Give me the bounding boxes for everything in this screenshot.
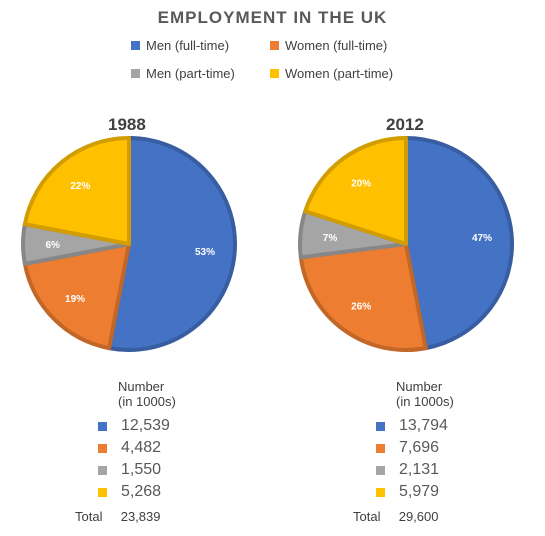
pie-slice-women-full-time (298, 242, 428, 352)
legend-label: Men (full-time) (146, 38, 230, 53)
row-value: 4,482 (121, 439, 162, 456)
total-value: 29,600 (398, 509, 439, 524)
pie-slice-women-part-time (22, 136, 131, 246)
legend-swatch-women-part-time (270, 69, 279, 78)
table-header-line2: (in 1000s) (396, 394, 454, 409)
table-row: 13,794 (376, 417, 448, 435)
table-row: 5,268 (98, 483, 161, 501)
number-table-1988: Number (in 1000s) (118, 379, 176, 409)
row-value: 1,550 (121, 461, 162, 478)
data-label-women-part-time: 22% (70, 181, 90, 192)
legend-item-women-part-time: Women (part-time) (270, 66, 393, 81)
table-row: 12,539 (98, 417, 170, 435)
legend-label: Women (full-time) (285, 38, 388, 53)
number-table-2012: Number (in 1000s) (396, 379, 454, 409)
row-swatch-men-part-time (376, 465, 385, 475)
data-label-women-full-time: 26% (351, 302, 371, 313)
table-row: 5,979 (376, 483, 439, 501)
data-label-women-full-time: 19% (65, 294, 85, 305)
table-row: 7,696 (376, 439, 439, 457)
row-value: 5,979 (399, 483, 440, 500)
total-label: Total (75, 509, 103, 524)
total-label: Total (353, 509, 381, 524)
row-swatch-men-part-time (98, 465, 107, 475)
data-label-men-full-time: 53% (195, 247, 215, 258)
legend-item-men-part-time: Men (part-time) (131, 66, 235, 81)
legend-item-men-full-time: Men (full-time) (131, 38, 229, 53)
table-row: 1,550 (98, 461, 161, 479)
pie-slice-men-full-time (404, 136, 514, 351)
data-label-men-part-time: 6% (45, 240, 60, 251)
table-row: 4,482 (98, 439, 161, 457)
row-swatch-women-full-time (376, 443, 385, 453)
row-value: 2,131 (399, 461, 440, 478)
row-swatch-men-full-time (376, 421, 385, 431)
table-header-line1: Number (396, 379, 443, 394)
legend-label: Women (part-time) (285, 66, 394, 81)
legend-swatch-men-full-time (131, 41, 140, 50)
table-header: Number (in 1000s) (118, 379, 176, 409)
data-label-men-full-time: 47% (472, 233, 492, 244)
data-label-women-part-time: 20% (351, 178, 371, 189)
row-value: 12,539 (121, 417, 170, 434)
legend-item-women-full-time: Women (full-time) (270, 38, 387, 53)
table-header: Number (in 1000s) (396, 379, 454, 409)
legend-label: Men (part-time) (146, 66, 235, 81)
data-label-men-part-time: 7% (323, 233, 338, 244)
year-label-1988: 1988 (108, 115, 146, 134)
row-swatch-women-full-time (98, 443, 107, 453)
row-value: 7,696 (399, 439, 440, 456)
row-value: 5,268 (121, 483, 162, 500)
pie-slice-women-full-time (22, 242, 131, 351)
pie-slice-women-part-time (303, 136, 408, 246)
table-row: 2,131 (376, 461, 439, 479)
table-header-line1: Number (118, 379, 165, 394)
row-swatch-women-part-time (98, 487, 107, 497)
total-row-1988: Total 23,839 (75, 509, 160, 524)
legend-swatch-women-full-time (270, 41, 279, 50)
total-value: 23,839 (120, 509, 161, 524)
chart-title: EMPLOYMENT IN THE UK (157, 8, 388, 27)
row-swatch-women-part-time (376, 487, 385, 497)
legend-swatch-men-part-time (131, 69, 140, 78)
table-header-line2: (in 1000s) (118, 394, 176, 409)
year-label-2012: 2012 (386, 115, 424, 134)
row-swatch-men-full-time (98, 421, 107, 431)
total-row-2012: Total 29,600 (353, 509, 438, 524)
pie-slice-men-full-time (107, 136, 237, 352)
row-value: 13,794 (399, 417, 448, 434)
